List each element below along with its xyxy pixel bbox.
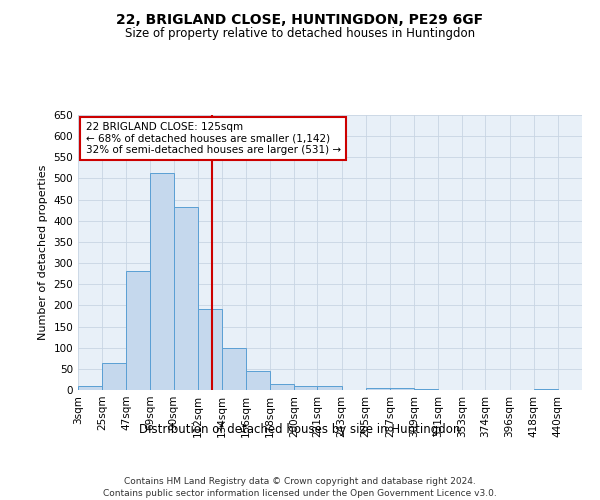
Bar	[295, 386, 317, 390]
Bar	[365, 388, 390, 390]
Text: Contains HM Land Registry data © Crown copyright and database right 2024.: Contains HM Land Registry data © Crown c…	[124, 478, 476, 486]
Bar	[533, 389, 558, 390]
Bar	[270, 384, 295, 390]
Bar	[151, 174, 173, 390]
Text: 22 BRIGLAND CLOSE: 125sqm
← 68% of detached houses are smaller (1,142)
32% of se: 22 BRIGLAND CLOSE: 125sqm ← 68% of detac…	[86, 122, 341, 155]
Bar	[246, 371, 270, 390]
Text: Contains public sector information licensed under the Open Government Licence v3: Contains public sector information licen…	[103, 489, 497, 498]
Bar	[197, 309, 222, 390]
Bar	[102, 362, 127, 390]
Y-axis label: Number of detached properties: Number of detached properties	[38, 165, 48, 340]
Bar	[390, 388, 414, 390]
Text: 22, BRIGLAND CLOSE, HUNTINGDON, PE29 6GF: 22, BRIGLAND CLOSE, HUNTINGDON, PE29 6GF	[116, 12, 484, 26]
Bar	[222, 348, 246, 390]
Bar	[127, 270, 151, 390]
Text: Size of property relative to detached houses in Huntingdon: Size of property relative to detached ho…	[125, 28, 475, 40]
Text: Distribution of detached houses by size in Huntingdon: Distribution of detached houses by size …	[139, 422, 461, 436]
Bar	[173, 207, 197, 390]
Bar	[317, 386, 341, 390]
Bar	[414, 388, 438, 390]
Bar	[78, 386, 102, 390]
